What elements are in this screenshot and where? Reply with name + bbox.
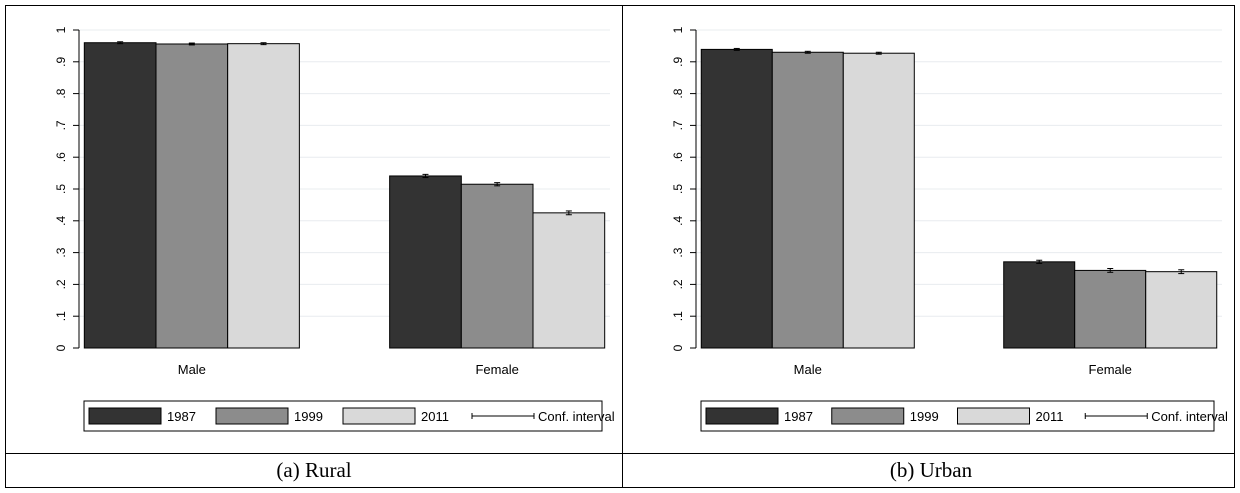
legend-label: Conf. interval <box>538 409 615 424</box>
legend-swatch-1999 <box>831 407 905 425</box>
figure-frame <box>5 5 1235 488</box>
bar-male-2011 <box>227 43 300 349</box>
y-tick-label: .6 <box>54 152 68 162</box>
legend-label: 1999 <box>910 409 939 424</box>
y-tick-label: .4 <box>54 215 68 225</box>
bar-female-2011 <box>532 212 606 349</box>
y-tick-label: .3 <box>54 247 68 257</box>
legend-swatch-2011 <box>342 407 416 425</box>
y-tick-label: .9 <box>54 56 68 66</box>
bar-male-1987 <box>700 48 773 349</box>
y-tick-label: .4 <box>671 215 685 225</box>
bar-female-1999 <box>460 183 534 349</box>
y-tick-label: .5 <box>671 184 685 194</box>
y-tick-label: .1 <box>671 311 685 321</box>
cell-divider-vertical <box>622 5 623 488</box>
y-tick-label: .3 <box>671 247 685 257</box>
legend-label: 2011 <box>1036 409 1064 424</box>
rural-bar-chart: 0 .1 .2 .3 .4 .5 .6 .7 .8 .9 1 Male Female 1987 1999 20… <box>7 7 621 452</box>
y-tick-label: .8 <box>54 88 68 98</box>
bar-female-2011 <box>1145 271 1218 349</box>
panel-urban: 0 .1 .2 .3 .4 .5 .6 .7 .8 .9 1 Male Female 1987 1999 20… <box>623 6 1239 453</box>
y-tick-label: .8 <box>671 88 685 98</box>
legend-label: 1987 <box>167 409 196 424</box>
y-tick-label: 1 <box>671 26 685 33</box>
y-tick-label: .7 <box>54 120 68 130</box>
y-tick-label: 1 <box>54 26 68 33</box>
y-tick-label: .9 <box>671 56 685 66</box>
bar-male-1999 <box>771 51 844 349</box>
bar-male-1987 <box>83 42 157 349</box>
y-tick-label: .5 <box>54 184 68 194</box>
caption-rural: (a) Rural <box>276 458 352 482</box>
category-label: Female <box>475 362 518 377</box>
y-tick-label: 0 <box>671 344 685 351</box>
legend-label: 1999 <box>294 409 323 424</box>
bar-female-1999 <box>1074 269 1147 349</box>
category-label: Female <box>1089 362 1132 377</box>
panel-rural: 0 .1 .2 .3 .4 .5 .6 .7 .8 .9 1 Male Female 1987 1999 20… <box>6 6 622 453</box>
legend-swatch-1987 <box>705 407 779 425</box>
y-tick-label: .2 <box>671 279 685 289</box>
legend-swatch-1987 <box>88 407 162 425</box>
bar-female-1987 <box>1003 261 1076 349</box>
urban-bar-chart: 0 .1 .2 .3 .4 .5 .6 .7 .8 .9 1 Male Female 1987 1999 20… <box>624 7 1233 452</box>
y-tick-label: 0 <box>54 344 68 351</box>
y-tick-label: .2 <box>54 279 68 289</box>
y-tick-label: .1 <box>54 311 68 321</box>
caption-urban: (b) Urban <box>889 458 973 482</box>
legend-swatch-1999 <box>215 407 289 425</box>
bar-male-1999 <box>155 43 229 349</box>
y-tick-label: .6 <box>671 152 685 162</box>
legend-swatch-2011 <box>957 407 1030 425</box>
y-tick-label: .7 <box>671 120 685 130</box>
bar-female-1987 <box>389 175 462 349</box>
caption-divider <box>5 453 1235 454</box>
category-label: Male <box>794 362 822 377</box>
bar-male-2011 <box>842 52 915 349</box>
legend-label: 1987 <box>784 409 813 424</box>
legend-label: 2011 <box>421 409 449 424</box>
category-label: Male <box>178 362 206 377</box>
legend-label: Conf. interval <box>1151 409 1228 424</box>
